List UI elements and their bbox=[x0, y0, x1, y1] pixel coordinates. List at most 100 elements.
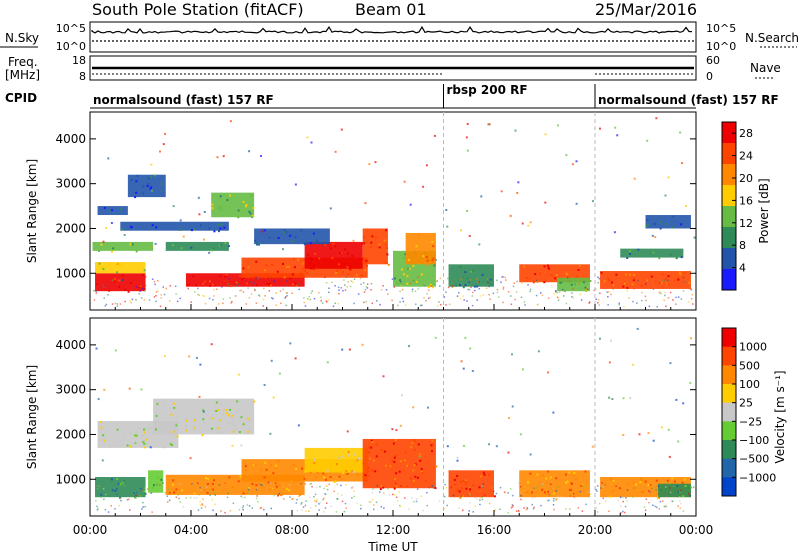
noise-speckle bbox=[345, 276, 348, 278]
noise-speckle bbox=[669, 362, 672, 365]
data-speckle bbox=[678, 271, 681, 274]
noise-speckle bbox=[282, 248, 284, 251]
noise-speckle bbox=[415, 483, 417, 485]
noise-speckle bbox=[420, 495, 422, 497]
data-speckle bbox=[203, 421, 206, 424]
data-speckle bbox=[264, 461, 267, 464]
data-speckle bbox=[100, 426, 103, 429]
noise-speckle bbox=[176, 300, 179, 303]
noise-speckle bbox=[144, 276, 147, 278]
data-speckle bbox=[183, 425, 186, 428]
noise-speckle bbox=[502, 301, 504, 304]
noise-speckle bbox=[462, 367, 465, 370]
data-speckle bbox=[341, 271, 344, 274]
noise-speckle bbox=[391, 299, 393, 302]
noise-speckle bbox=[529, 288, 532, 291]
noise-speckle bbox=[652, 288, 655, 290]
data-speckle bbox=[650, 275, 653, 278]
noise-speckle bbox=[496, 279, 498, 282]
noise-speckle bbox=[168, 488, 170, 491]
noise-speckle bbox=[669, 291, 672, 294]
data-speckle bbox=[172, 483, 174, 486]
noise-speckle bbox=[182, 235, 185, 238]
data-speckle bbox=[659, 488, 662, 491]
data-speckle bbox=[302, 262, 305, 265]
y-tick-label: 4000 bbox=[55, 338, 86, 352]
noise-speckle bbox=[467, 288, 469, 291]
noise-speckle bbox=[160, 190, 163, 193]
noise-speckle bbox=[269, 488, 272, 490]
noise-speckle bbox=[510, 303, 513, 305]
data-speckle bbox=[213, 479, 216, 482]
noise-speckle bbox=[144, 290, 146, 292]
noise-speckle bbox=[363, 301, 365, 304]
data-speckle bbox=[344, 248, 347, 251]
noise-speckle bbox=[114, 302, 117, 305]
noise-speckle bbox=[93, 290, 95, 292]
data-speckle bbox=[394, 277, 396, 280]
noise-speckle bbox=[641, 291, 643, 294]
noise-speckle bbox=[247, 488, 250, 491]
data-speckle bbox=[406, 282, 409, 285]
data-speckle bbox=[367, 466, 370, 469]
data-speckle bbox=[351, 470, 354, 473]
noise-speckle bbox=[690, 288, 692, 290]
x-tick-label: 00:00 bbox=[679, 523, 714, 537]
power-ylabel: Slant Range [km] bbox=[25, 159, 39, 263]
noise-speckle bbox=[259, 483, 262, 486]
noise-speckle bbox=[128, 387, 131, 390]
noise-speckle bbox=[445, 304, 447, 306]
data-speckle bbox=[116, 428, 119, 431]
noise-speckle bbox=[400, 284, 402, 287]
data-speckle bbox=[364, 269, 367, 272]
noise-speckle bbox=[303, 297, 305, 299]
noise-speckle bbox=[342, 289, 344, 292]
noise-speckle bbox=[675, 398, 678, 401]
noise-speckle bbox=[513, 282, 516, 284]
noise-speckle bbox=[134, 495, 136, 497]
noise-speckle bbox=[298, 495, 300, 497]
noise-speckle bbox=[400, 485, 402, 487]
noise-speckle bbox=[518, 509, 520, 512]
data-speckle bbox=[120, 228, 123, 231]
data-speckle bbox=[231, 486, 234, 489]
data-speckle bbox=[156, 476, 159, 479]
data-speckle bbox=[306, 243, 309, 246]
data-speckle bbox=[366, 470, 369, 473]
data-speckle bbox=[108, 289, 111, 292]
noise-speckle bbox=[189, 496, 192, 499]
noise-speckle bbox=[596, 490, 598, 492]
noise-speckle bbox=[456, 456, 459, 459]
noise-speckle bbox=[319, 501, 322, 504]
noise-speckle bbox=[502, 286, 505, 289]
noise-speckle bbox=[402, 300, 405, 303]
data-speckle bbox=[277, 494, 280, 497]
data-speckle bbox=[292, 283, 294, 286]
noise-speckle bbox=[472, 511, 474, 513]
data-speckle bbox=[355, 273, 358, 276]
noise-speckle bbox=[482, 483, 485, 485]
noise-speckle bbox=[423, 297, 425, 299]
data-speckle bbox=[278, 460, 281, 463]
noise-speckle bbox=[637, 279, 639, 282]
noise-speckle bbox=[663, 299, 665, 301]
noise-speckle bbox=[93, 299, 96, 301]
data-speckle bbox=[237, 216, 240, 219]
noise-speckle bbox=[557, 124, 559, 127]
data-speckle bbox=[111, 209, 114, 212]
data-speckle bbox=[220, 244, 222, 247]
noise-speckle bbox=[148, 299, 151, 301]
noise-speckle bbox=[568, 277, 570, 280]
noise-speckle bbox=[190, 301, 192, 303]
noise-speckle bbox=[610, 293, 612, 296]
noise-speckle bbox=[285, 296, 287, 298]
data-speckle bbox=[193, 424, 196, 427]
noise-speckle bbox=[163, 402, 165, 404]
noise-speckle bbox=[446, 504, 448, 507]
noise-speckle bbox=[308, 298, 310, 301]
noise-speckle bbox=[641, 299, 643, 302]
data-speckle bbox=[584, 286, 587, 289]
noise-speckle bbox=[202, 295, 204, 297]
noise-speckle bbox=[212, 509, 214, 511]
data-speckle bbox=[242, 267, 245, 270]
